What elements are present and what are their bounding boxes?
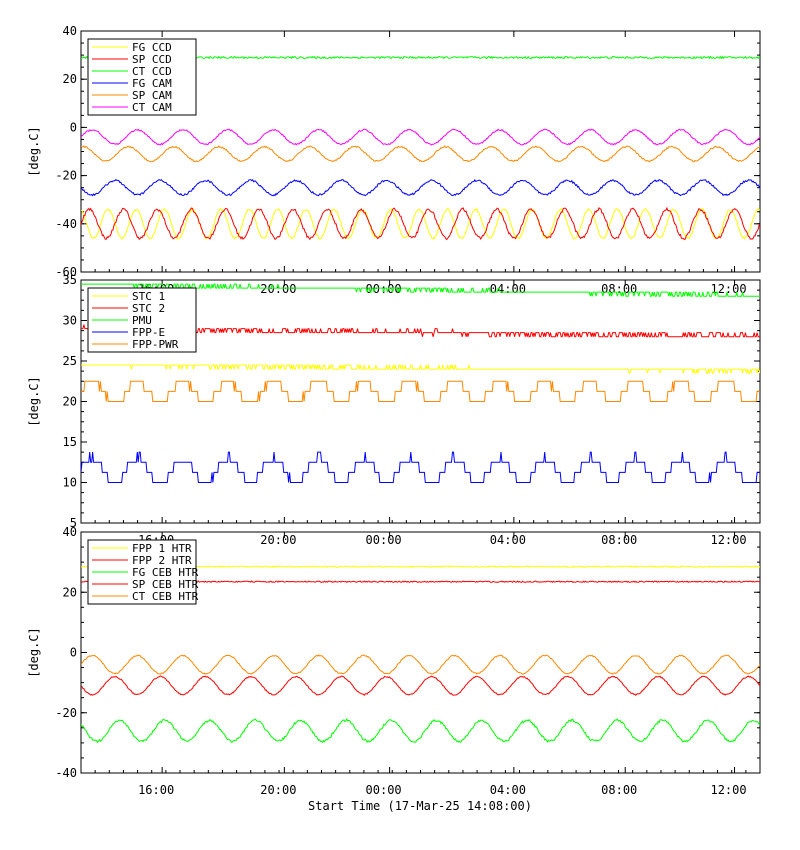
panel-1-series-fg-cam xyxy=(81,178,760,197)
panel-3-xtick-label: 08:00 xyxy=(601,783,637,797)
panel-1-series-fg-ccd xyxy=(81,207,760,240)
panel-3-ytick-label: 40 xyxy=(63,525,77,539)
panel-3-xtick-label: 16:00 xyxy=(138,783,174,797)
panel-2-legend-label: FPP-PWR xyxy=(132,338,179,351)
panel-2-legend-label: PMU xyxy=(132,314,152,327)
panel-3-xtick-label: 04:00 xyxy=(490,783,526,797)
panel-2-legend-label: STC 2 xyxy=(132,302,165,315)
panel-3-ytick-label: 0 xyxy=(70,646,77,660)
panel-3-legend-label: FPP 2 HTR xyxy=(132,554,192,567)
panel-2-series-fpp-pwr xyxy=(81,380,760,402)
panel-2-legend-label: STC 1 xyxy=(132,290,165,303)
panel-2-ytick-label: 25 xyxy=(63,354,77,368)
panel-2-xtick-label: 04:00 xyxy=(490,533,526,547)
panel-3-ylabel: [deg.C] xyxy=(27,627,41,678)
panel-2-xtick-label: 08:00 xyxy=(601,533,637,547)
panel-1-xtick-label: 00:00 xyxy=(366,282,402,296)
panel-3-ytick-label: 20 xyxy=(63,585,77,599)
panel-1-series-ct-cam xyxy=(81,128,760,146)
panel-2-xtick-label: 12:00 xyxy=(710,533,746,547)
panel-2-series-fpp-e xyxy=(81,451,760,483)
panel-2-ytick-label: 30 xyxy=(63,314,77,328)
panel-2-ylabel: [deg.C] xyxy=(27,376,41,427)
panel-2-ytick-label: 10 xyxy=(63,476,77,490)
panel-1-xtick-label: 04:00 xyxy=(490,282,526,296)
panel-1-ytick-label: 20 xyxy=(63,72,77,86)
panel-2-series-pmu xyxy=(81,283,760,297)
panel-3-ytick-label: -20 xyxy=(55,706,77,720)
panel-3-series-ct-ceb-htr xyxy=(81,654,760,675)
panel-1-xtick-label: 08:00 xyxy=(601,282,637,296)
panel-1-ylabel: [deg.C] xyxy=(27,126,41,177)
panel-1-legend-label: FG CAM xyxy=(132,77,172,90)
panel-3-legend-label: CT CEB HTR xyxy=(132,590,199,603)
panel-1-ytick-label: 0 xyxy=(70,120,77,134)
panel-1-ytick-label: -20 xyxy=(55,169,77,183)
panel-3-ytick-label: -40 xyxy=(55,766,77,780)
panel-3-series-fg-ceb-htr xyxy=(81,718,760,744)
panel-1-legend-label: SP CAM xyxy=(132,89,172,102)
panel-1-xtick-label: 20:00 xyxy=(260,282,296,296)
panel-3-xtick-label: 20:00 xyxy=(260,783,296,797)
panel-2-series-stc-1 xyxy=(81,364,760,374)
panel-2-ytick-label: 35 xyxy=(63,273,77,287)
panel-3-xtick-label: 00:00 xyxy=(366,783,402,797)
panel-1-ytick-label: -40 xyxy=(55,217,77,231)
panel-3-series-sp-ceb-htr xyxy=(81,675,760,697)
panel-3-legend-label: FPP 1 HTR xyxy=(132,542,192,555)
panel-1-ytick-label: 40 xyxy=(63,24,77,38)
x-axis-label: Start Time (17-Mar-25 14:08:00) xyxy=(308,799,532,813)
panel-2-ytick-label: 20 xyxy=(63,395,77,409)
panel-1-legend-label: CT CAM xyxy=(132,101,172,114)
panel-1-legend xyxy=(87,38,197,116)
panel-3-legend-label: FG CEB HTR xyxy=(132,566,199,579)
panel-2-xtick-label: 20:00 xyxy=(260,533,296,547)
panel-1-series-sp-cam xyxy=(81,145,760,163)
panel-1-ytick-label: -60 xyxy=(55,265,77,279)
panel-2-xtick-label: 00:00 xyxy=(366,533,402,547)
panel-1-legend-label: SP CCD xyxy=(132,53,172,66)
panel-2-legend-label: FPP-E xyxy=(132,326,165,339)
panel-2-ytick-label: 5 xyxy=(70,516,77,530)
panel-1-xtick-label: 12:00 xyxy=(710,282,746,296)
panel-1-legend-label: CT CCD xyxy=(132,65,172,78)
panel-3-xtick-label: 12:00 xyxy=(710,783,746,797)
panel-1-legend-label: FG CCD xyxy=(132,41,172,54)
panel-3-legend-label: SP CEB HTR xyxy=(132,578,199,591)
panel-1-series-sp-ccd xyxy=(81,206,760,241)
panel-2-ytick-label: 15 xyxy=(63,435,77,449)
